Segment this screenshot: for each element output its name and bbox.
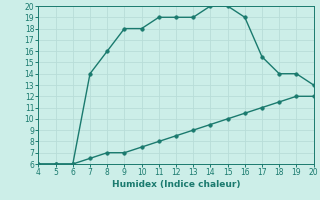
- X-axis label: Humidex (Indice chaleur): Humidex (Indice chaleur): [112, 180, 240, 189]
